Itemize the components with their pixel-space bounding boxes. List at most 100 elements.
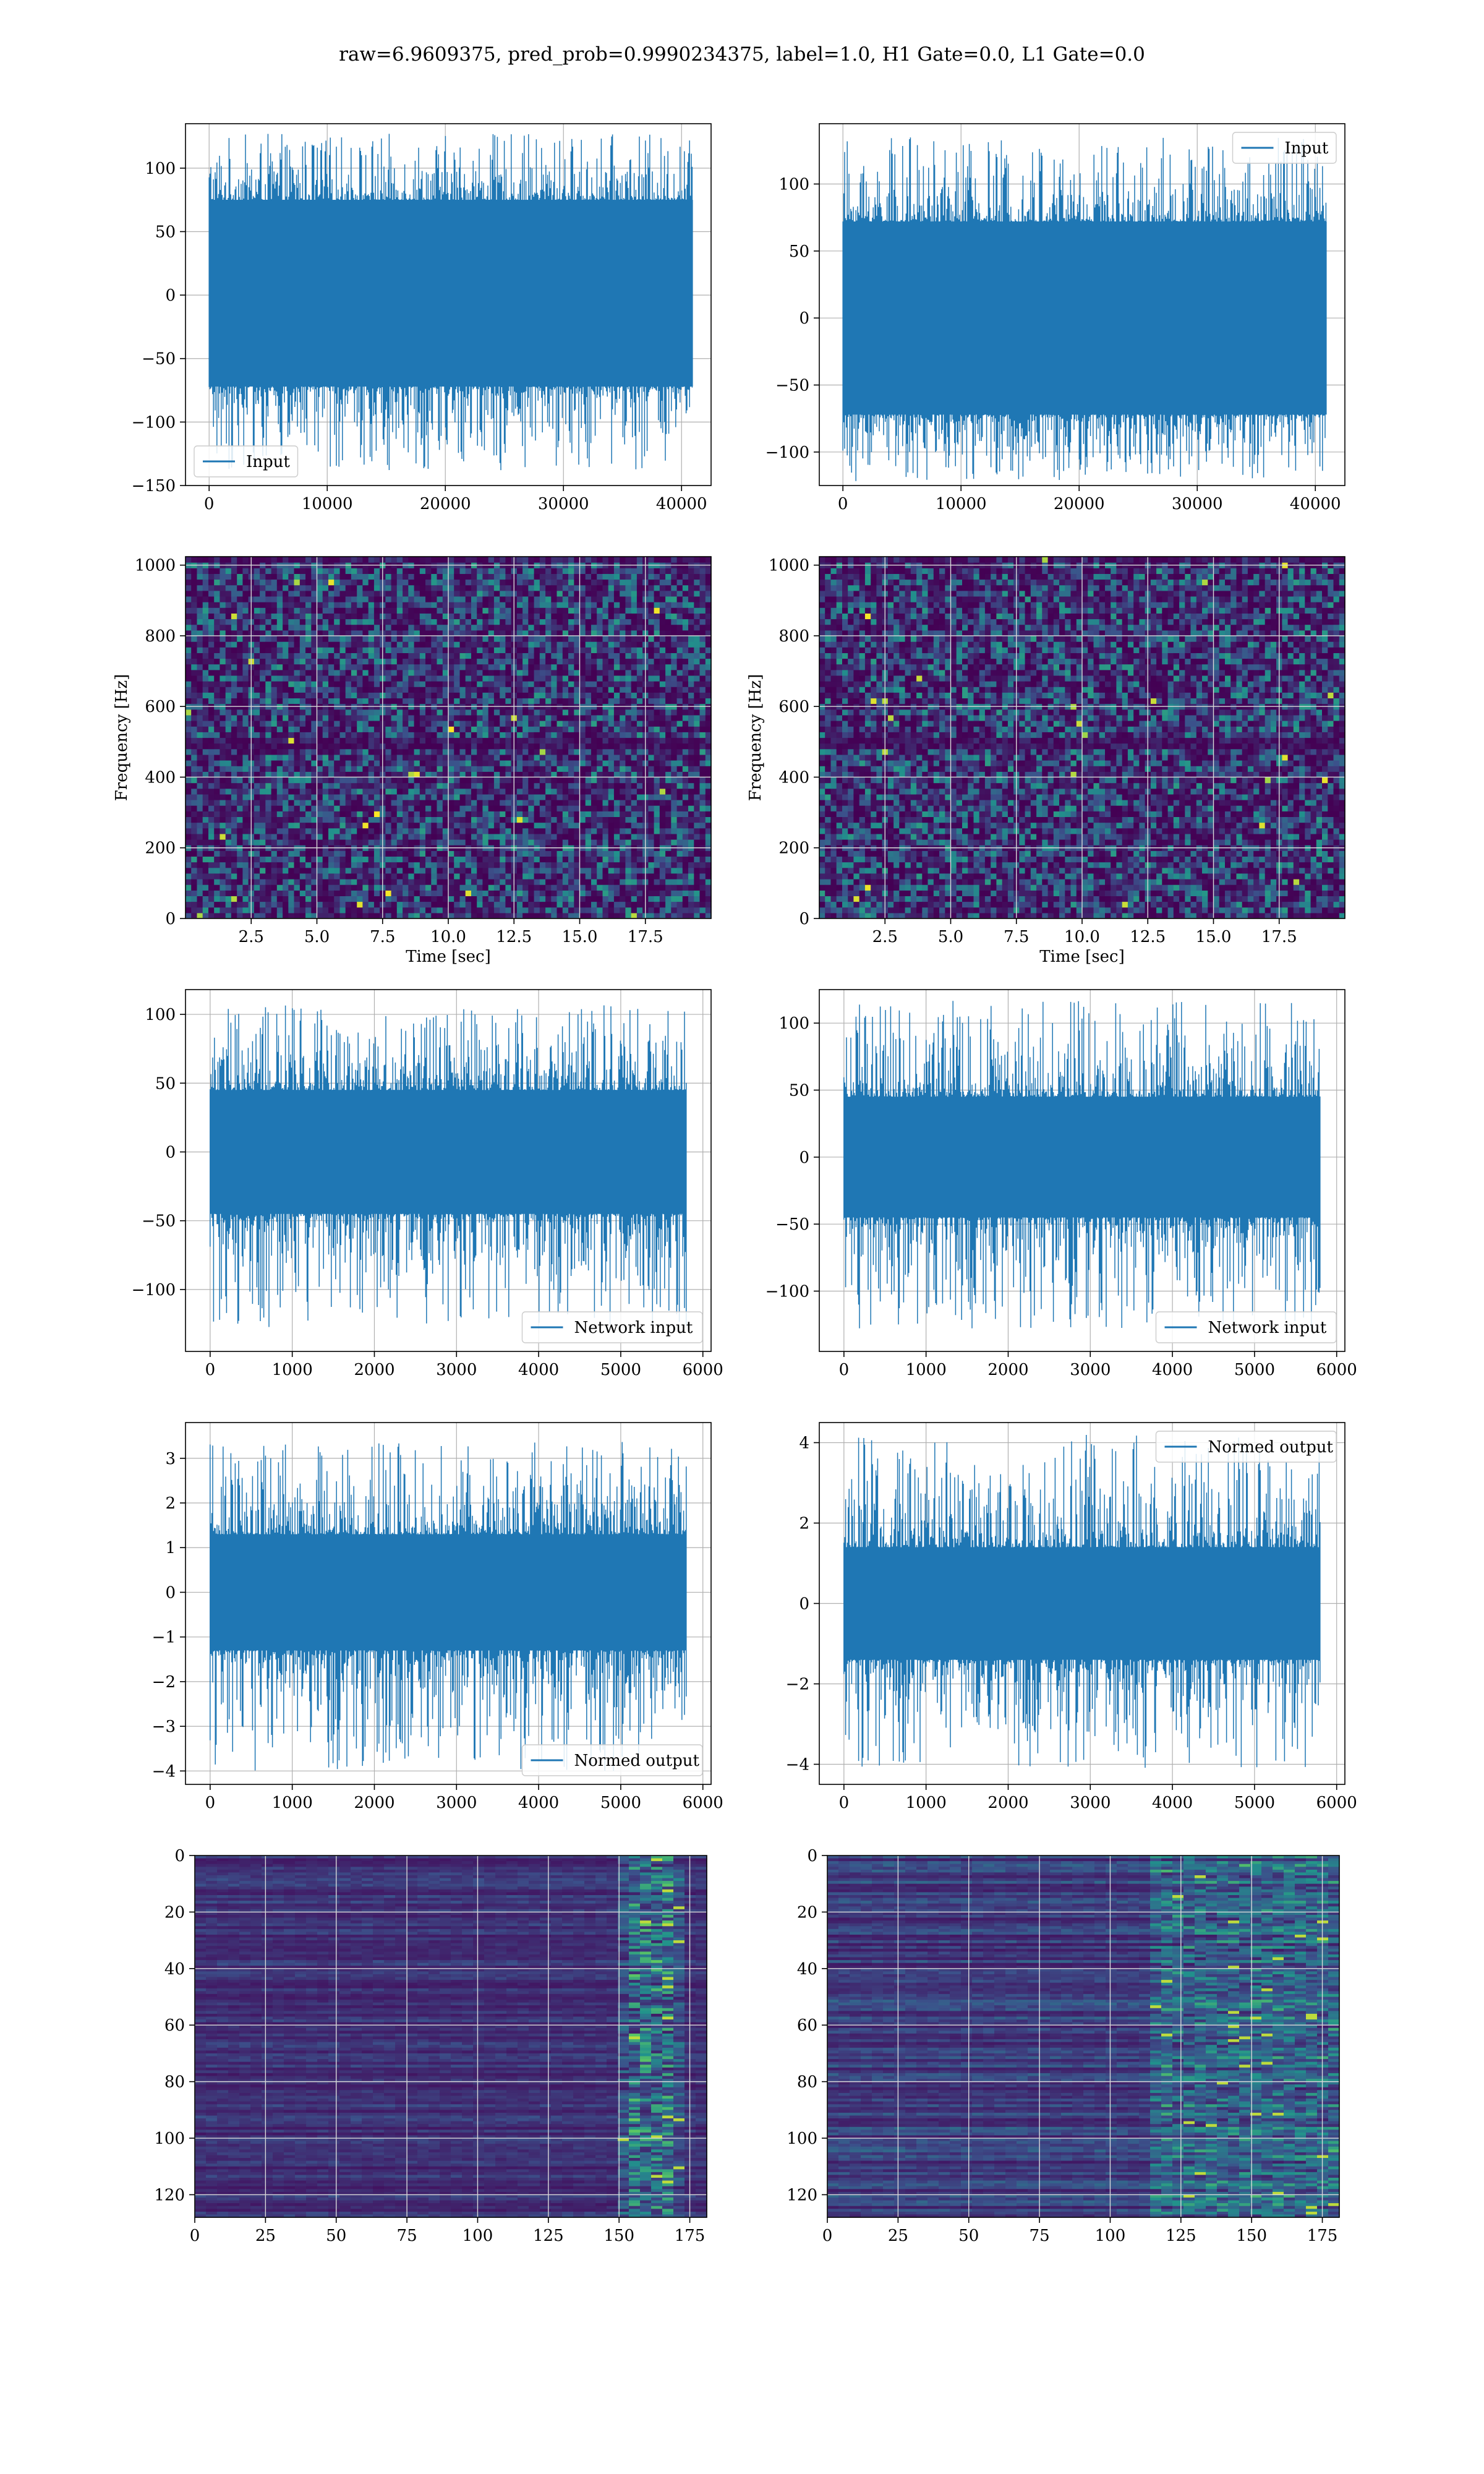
heatmap-cell [563,641,569,648]
heatmap-cell [466,630,472,636]
heatmap-cell [614,828,620,834]
heatmap-cell [517,766,523,772]
heatmap-cell [505,585,511,591]
heatmap-cell [346,670,352,676]
heatmap-cell [460,630,466,636]
heatmap-cell [603,884,609,891]
heatmap-cell [346,687,352,693]
heatmap-cell [334,913,340,919]
heatmap-cell [242,557,249,563]
heatmap-cell [288,721,294,727]
y-tick-label: −100 [132,413,176,432]
heatmap-cell [191,619,197,625]
heatmap-cell [203,585,209,591]
heatmap-cell [505,749,511,755]
heatmap-cell [563,834,569,840]
heatmap-cell [454,647,460,653]
heatmap-cell [317,613,323,619]
heatmap-cell [374,636,380,642]
heatmap-cell [214,811,220,817]
heatmap-cell [586,675,592,682]
heatmap-cell [460,749,466,755]
heatmap-cell [403,670,409,676]
heatmap-cell [494,557,500,563]
heatmap-cell [362,675,369,682]
heatmap-cell [563,715,569,721]
heatmap-cell [208,692,215,698]
heatmap-cell [620,709,626,716]
heatmap-cell [294,602,301,608]
heatmap-cell [488,557,495,563]
heatmap-cell [414,800,420,806]
heatmap-cell [226,580,232,586]
heatmap-cell [271,896,278,902]
heatmap-cell [237,873,243,880]
heatmap-cell [369,743,375,750]
heatmap-cell [340,675,346,682]
heatmap-cell [271,675,278,682]
heatmap-cell [528,573,534,580]
heatmap-cell [408,607,414,614]
heatmap-cell [397,828,403,834]
heatmap-cell [214,670,220,676]
heatmap-cell [220,692,226,698]
heatmap-cell [346,613,352,619]
heatmap-cell [351,789,357,795]
heatmap-cell [505,755,511,761]
heatmap-cell [242,839,249,845]
heatmap-cell [431,913,437,919]
heatmap-cell [414,794,420,800]
heatmap-cell [522,726,529,732]
heatmap-cell [482,907,488,914]
heatmap-cell [346,738,352,744]
heatmap-cell [597,687,603,693]
heatmap-cell [403,868,409,874]
heatmap-cell [545,817,552,823]
heatmap-cell [545,732,552,738]
heatmap-cell [208,721,215,727]
heatmap-cell [397,817,403,823]
heatmap-cell [214,805,220,811]
heatmap-cell [288,568,294,574]
heatmap-cell [186,664,192,670]
heatmap-cell [197,755,203,761]
heatmap-cell [334,585,340,591]
heatmap-cell [305,879,312,885]
heatmap-cell [403,625,409,631]
heatmap-cell [580,760,586,766]
heatmap-cell [340,557,346,563]
heatmap-cell [305,596,312,602]
heatmap-cell [385,619,391,625]
heatmap-cell [517,738,523,744]
heatmap-cell [580,868,586,874]
heatmap-cell [385,850,391,857]
heatmap-cell [351,783,357,789]
heatmap-cell [226,664,232,670]
heatmap-cell [277,580,283,586]
heatmap-cell [288,630,294,636]
heatmap-cell [500,653,506,659]
heatmap-cell [369,800,375,806]
heatmap-cell [385,771,391,777]
heatmap-cell [494,890,500,896]
heatmap-cell [517,607,523,614]
heatmap-cell [597,738,603,744]
heatmap-cell [220,811,226,817]
heatmap-cell [494,709,500,716]
heatmap-cell [300,777,306,784]
heatmap-cell [254,630,260,636]
heatmap-cell [420,913,426,919]
heatmap-cell [186,670,192,676]
heatmap-cell [311,777,317,784]
heatmap-cell [454,630,460,636]
heatmap-cell [323,585,329,591]
heatmap-cell [203,726,209,732]
heatmap-cell [568,749,574,755]
heatmap-cell [271,687,278,693]
heatmap-cell [454,771,460,777]
heatmap-cell [220,766,226,772]
heatmap-cell [534,613,540,619]
heatmap-cell [454,879,460,885]
heatmap-cell [283,800,289,806]
heatmap-cell [357,913,363,919]
